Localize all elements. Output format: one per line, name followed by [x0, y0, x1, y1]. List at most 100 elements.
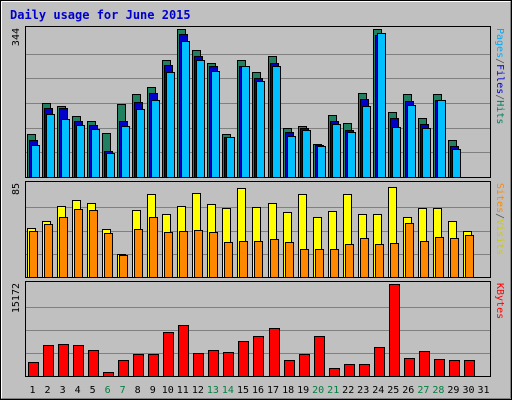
bar-pages-day-9 — [151, 100, 160, 178]
bar-pages-day-18 — [287, 136, 296, 178]
bar-pages-day-23 — [362, 106, 371, 178]
legend-entry: / — [494, 213, 505, 219]
x-tick-label-day-2: 2 — [44, 385, 50, 396]
x-tick-label-day-22: 22 — [342, 385, 354, 396]
bar-kbytes-day-26 — [404, 358, 415, 377]
bar-sites-day-1 — [29, 231, 38, 278]
bar-pages-day-3 — [61, 119, 70, 178]
x-tick-label-day-19: 19 — [297, 385, 309, 396]
x-tick-label-day-31: 31 — [477, 385, 489, 396]
legend-entry: Visits — [494, 219, 505, 255]
x-tick-label-day-27: 27 — [417, 385, 429, 396]
bar-sites-day-29 — [450, 238, 459, 278]
bar-sites-day-7 — [119, 255, 128, 278]
legend-entry: Hits — [494, 100, 505, 124]
bar-pages-day-14 — [226, 137, 235, 178]
bar-sites-day-22 — [345, 244, 354, 278]
bar-sites-day-6 — [104, 233, 113, 278]
x-tick-label-day-29: 29 — [447, 385, 459, 396]
x-tick-label-day-6: 6 — [105, 385, 111, 396]
bar-pages-day-16 — [256, 81, 265, 178]
series-legend: KBytes — [494, 283, 505, 319]
x-tick-label-day-14: 14 — [222, 385, 234, 396]
panel-visits-sites: 85 Sites/Visits — [11, 181, 505, 278]
legend-entry: / — [494, 94, 505, 100]
y-max-label: 85 — [11, 183, 22, 195]
bar-sites-day-2 — [44, 224, 53, 278]
bar-sites-day-3 — [59, 217, 68, 278]
bar-sites-day-15 — [239, 241, 248, 278]
bar-sites-day-14 — [224, 242, 233, 278]
series-legend: Sites/Visits — [494, 183, 505, 255]
bar-kbytes-day-16 — [253, 336, 264, 377]
x-axis-labels: 1 2 3 4 5 6 7 8 9 10 11 12 13 14 15 16 17 18 19 20 21 22 23 24 2… — [29, 385, 489, 396]
bar-kbytes-day-4 — [73, 345, 84, 377]
x-tick-label-day-24: 24 — [372, 385, 384, 396]
bar-sites-day-20 — [315, 249, 324, 278]
bar-sites-day-10 — [164, 232, 173, 278]
x-tick-label-day-10: 10 — [162, 385, 174, 396]
x-tick-label-day-13: 13 — [207, 385, 219, 396]
x-tick-label-day-23: 23 — [357, 385, 369, 396]
bar-pages-day-2 — [46, 114, 55, 178]
legend-entry: Files — [494, 64, 505, 94]
bar-sites-day-23 — [360, 238, 369, 278]
bar-pages-day-21 — [332, 124, 341, 178]
bar-pages-day-5 — [91, 129, 100, 178]
panel-hits-files-pages: 344 Pages/Files/Hits — [11, 26, 505, 178]
x-tick-label-day-26: 26 — [402, 385, 414, 396]
x-tick-label-day-12: 12 — [192, 385, 204, 396]
bar-sites-day-30 — [465, 235, 474, 278]
bar-kbytes-day-27 — [419, 351, 430, 377]
bar-kbytes-day-28 — [434, 359, 445, 377]
y-max-label: 344 — [11, 28, 22, 46]
bar-pages-day-24 — [377, 33, 386, 178]
x-tick-label-day-28: 28 — [432, 385, 444, 396]
bar-pages-day-20 — [317, 146, 326, 178]
bar-sites-day-27 — [420, 241, 429, 278]
bar-kbytes-day-29 — [449, 360, 460, 377]
bar-kbytes-day-10 — [163, 332, 174, 377]
x-tick-label-day-1: 1 — [29, 385, 35, 396]
bar-sites-day-13 — [209, 232, 218, 278]
bar-kbytes-day-22 — [344, 364, 355, 377]
bar-pages-day-26 — [407, 105, 416, 178]
legend-entry: / — [494, 58, 505, 64]
bar-pages-day-19 — [302, 130, 311, 178]
bar-kbytes-day-3 — [58, 344, 69, 377]
bar-pages-day-25 — [392, 127, 401, 178]
panel-kbytes: 15172 KBytes — [11, 281, 505, 377]
series-legend: Pages/Files/Hits — [494, 28, 505, 124]
bar-pages-day-13 — [211, 71, 220, 178]
bar-pages-day-11 — [181, 41, 190, 178]
x-tick-label-day-8: 8 — [135, 385, 141, 396]
y-max-label: 15172 — [11, 283, 22, 313]
bar-kbytes-day-13 — [208, 350, 219, 377]
bar-kbytes-day-5 — [88, 350, 99, 377]
x-tick-label-day-20: 20 — [312, 385, 324, 396]
bar-pages-day-15 — [241, 66, 250, 178]
bar-pages-day-17 — [272, 66, 281, 178]
x-tick-label-day-17: 17 — [267, 385, 279, 396]
bar-kbytes-day-8 — [133, 354, 144, 377]
x-tick-label-day-18: 18 — [282, 385, 294, 396]
bar-pages-day-6 — [106, 153, 115, 178]
bar-pages-day-1 — [31, 145, 40, 178]
bar-sites-day-19 — [300, 249, 309, 278]
bar-sites-day-12 — [194, 230, 203, 278]
bar-kbytes-day-24 — [374, 347, 385, 377]
bar-sites-day-5 — [89, 210, 98, 278]
bar-sites-day-21 — [330, 249, 339, 278]
legend-entry: Sites — [494, 183, 505, 213]
x-tick-label-day-15: 15 — [237, 385, 249, 396]
bar-kbytes-day-23 — [359, 364, 370, 377]
x-tick-label-day-30: 30 — [462, 385, 474, 396]
x-tick-label-day-16: 16 — [252, 385, 264, 396]
x-tick-label-day-25: 25 — [387, 385, 399, 396]
bar-sites-day-18 — [285, 242, 294, 278]
bar-sites-day-28 — [435, 237, 444, 278]
bar-sites-day-26 — [405, 223, 414, 278]
bar-sites-day-17 — [270, 239, 279, 278]
